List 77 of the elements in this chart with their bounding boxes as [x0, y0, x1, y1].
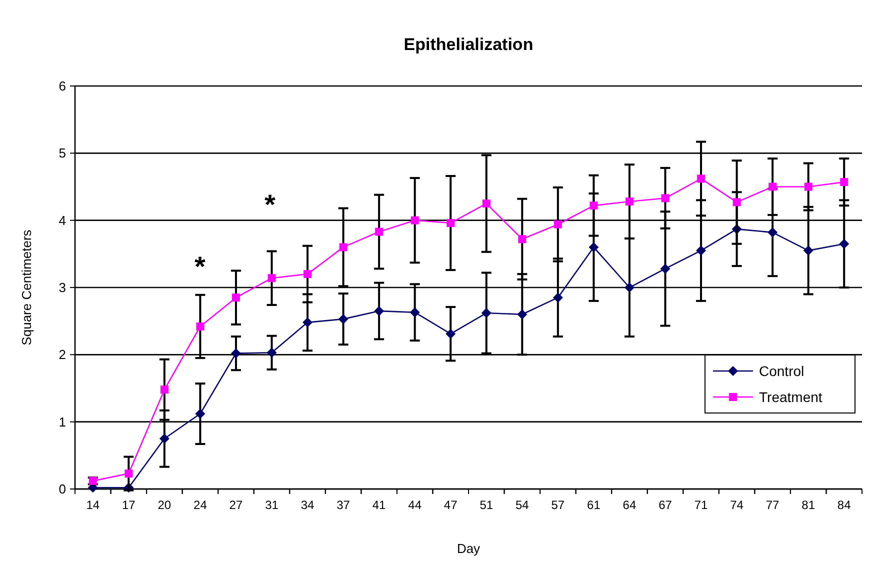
point	[624, 282, 634, 292]
annotation: *	[194, 251, 206, 282]
point	[696, 246, 706, 256]
x-tick-label: 20	[158, 498, 172, 512]
legend-label: Treatment	[759, 388, 822, 405]
x-tick-label: 14	[86, 498, 100, 512]
point	[375, 228, 384, 236]
x-tick-label: 51	[480, 498, 494, 512]
point	[482, 200, 490, 208]
point	[266, 348, 277, 358]
y-axis-title: Square Centimeters	[19, 229, 34, 346]
x-axis-title: Day	[456, 541, 481, 556]
x-tick-label: 81	[802, 498, 816, 512]
x-tick-label: 24	[194, 498, 208, 512]
x-tick-label: 54	[515, 498, 530, 512]
point	[268, 274, 276, 282]
point	[697, 174, 706, 183]
point	[840, 178, 848, 186]
point	[232, 294, 240, 302]
x-tick-label: 44	[408, 498, 422, 512]
point	[661, 194, 670, 202]
x-tick-label: 71	[694, 498, 708, 512]
y-tick-label: 4	[58, 212, 66, 228]
point	[803, 246, 814, 256]
x-tick-label: 47	[444, 498, 458, 512]
point	[446, 219, 455, 228]
x-tick-label: 17	[122, 498, 136, 512]
point	[304, 270, 312, 278]
x-tick-label: 67	[658, 498, 672, 512]
point	[302, 317, 313, 328]
point	[588, 242, 599, 252]
x-tick-label: 61	[587, 498, 601, 512]
point	[88, 476, 97, 485]
point	[768, 227, 778, 238]
point	[160, 386, 168, 394]
point	[552, 292, 563, 303]
point	[338, 314, 348, 324]
x-tick-label: 31	[265, 498, 279, 512]
point	[517, 309, 528, 320]
point	[625, 198, 634, 206]
x-tick-label: 74	[730, 498, 744, 512]
point	[518, 235, 526, 244]
x-tick-label: 57	[551, 498, 565, 512]
annotation: *	[264, 189, 276, 220]
y-tick-label: 6	[58, 78, 66, 94]
point	[410, 216, 419, 224]
y-tick-label: 2	[58, 347, 66, 362]
x-tick-label: 64	[622, 498, 636, 512]
y-tick-label: 0	[58, 482, 66, 497]
point	[159, 434, 170, 444]
point	[481, 308, 492, 318]
point	[230, 348, 241, 358]
x-tick-label: 84	[837, 498, 852, 512]
point	[768, 182, 777, 191]
x-tick-label: 41	[372, 498, 386, 512]
point	[446, 328, 456, 339]
chart-title: Epithelialization	[404, 35, 534, 54]
x-tick-label: 27	[229, 498, 243, 512]
point	[554, 220, 562, 228]
point	[660, 264, 670, 274]
y-tick-label: 3	[58, 280, 66, 296]
x-tick-label: 37	[336, 498, 350, 512]
point	[195, 408, 206, 419]
x-tick-label: 34	[300, 498, 315, 512]
legend-label: Control	[759, 362, 804, 379]
point	[732, 198, 741, 206]
point	[339, 243, 348, 252]
x-tick-label: 77	[766, 498, 780, 512]
point	[196, 322, 204, 330]
y-tick-label: 1	[58, 414, 66, 430]
point	[804, 182, 812, 191]
point	[374, 306, 384, 316]
point	[410, 307, 420, 318]
point	[590, 202, 598, 210]
point	[124, 470, 133, 478]
point	[839, 238, 850, 249]
y-tick-label: 5	[58, 146, 66, 161]
